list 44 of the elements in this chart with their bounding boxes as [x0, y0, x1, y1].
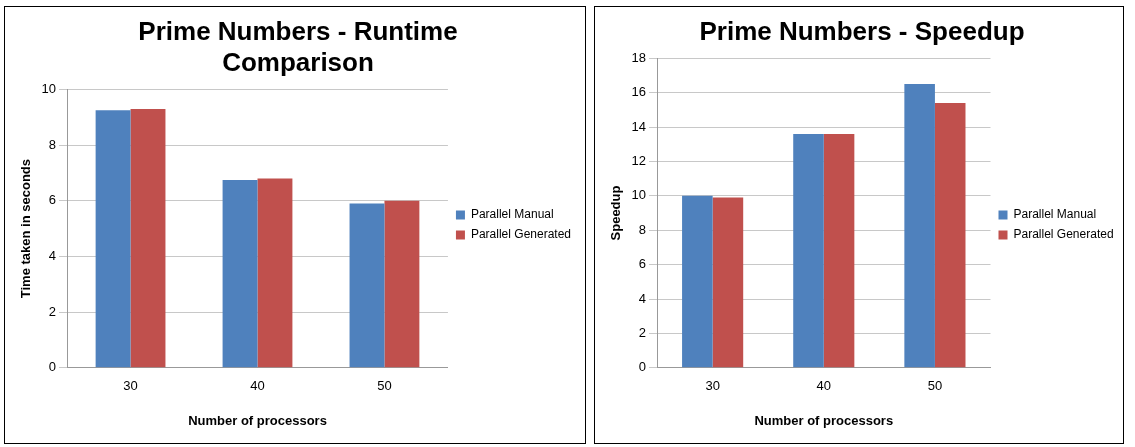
x-tick-label: 40 — [250, 378, 265, 394]
y-axis-title: Speedup — [608, 185, 624, 241]
legend-label: Parallel Manual — [470, 207, 554, 222]
x-tick-label: 50 — [927, 378, 943, 394]
x-tick-label: 50 — [377, 378, 392, 394]
y-tick-label: 2 — [48, 303, 57, 319]
y-tick-label: 10 — [41, 80, 57, 96]
x-axis-title: Number of processors — [188, 412, 327, 428]
y-tick-label: 2 — [638, 324, 647, 340]
y-tick-label: 12 — [631, 152, 647, 168]
bar — [349, 203, 385, 368]
x-tick-label: 40 — [816, 378, 832, 394]
bar — [904, 84, 935, 368]
legend-label: Parallel Generated — [470, 227, 571, 242]
y-tick-label: 4 — [638, 290, 647, 306]
y-tick-label: 18 — [631, 49, 647, 65]
bar — [793, 133, 824, 368]
y-tick-label: 16 — [631, 84, 647, 100]
y-tick-label: 6 — [48, 192, 57, 208]
legend-label: Parallel Manual — [1013, 207, 1097, 222]
y-tick-label: 8 — [638, 221, 647, 237]
chart-title: Prime Numbers - Speedup — [699, 15, 1025, 46]
x-axis-title: Number of processors — [754, 412, 894, 428]
y-tick-label: 14 — [631, 118, 647, 134]
bar — [384, 200, 420, 368]
bar — [823, 133, 855, 368]
bar — [257, 178, 293, 368]
x-tick-label: 30 — [705, 378, 720, 394]
bar — [130, 108, 166, 368]
bar — [95, 110, 131, 368]
chart-title: Prime Numbers - Runtime Comparison — [138, 15, 458, 77]
legend-label: Parallel Generated — [1013, 227, 1114, 242]
bar — [682, 195, 713, 368]
y-tick-label: 0 — [48, 359, 57, 375]
bar — [712, 197, 744, 368]
y-tick-label: 8 — [48, 136, 57, 152]
y-tick-label: 0 — [638, 359, 647, 375]
x-tick-label: 30 — [123, 378, 138, 394]
y-tick-label: 4 — [48, 248, 57, 264]
y-axis-title: Time taken in seconds — [18, 159, 34, 299]
y-tick-label: 6 — [638, 256, 647, 272]
y-tick-label: 10 — [631, 187, 647, 203]
bar — [222, 179, 258, 368]
bar — [934, 102, 966, 368]
